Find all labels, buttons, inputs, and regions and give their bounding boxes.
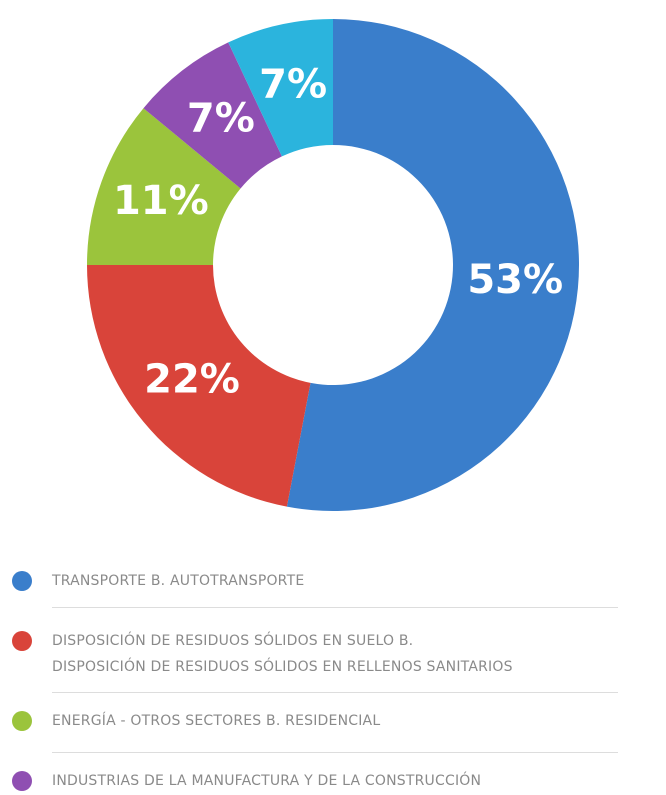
legend-label: TRANSPORTE B. AUTOTRANSPORTE xyxy=(52,573,305,589)
separator xyxy=(52,752,618,753)
legend-label: INDUSTRIAS DE LA MANUFACTURA Y DE LA CON… xyxy=(52,773,482,789)
legend-label: DISPOSICIÓN DE RESIDUOS SÓLIDOS EN SUELO… xyxy=(52,633,513,675)
legend-marker xyxy=(12,631,32,651)
donut-slice xyxy=(286,19,580,512)
separator xyxy=(52,692,618,693)
legend-marker xyxy=(12,771,32,791)
slice-label: 7% xyxy=(187,95,255,141)
legend-label: ENERGÍA - OTROS SECTORES B. RESIDENCIAL xyxy=(52,713,381,729)
donut-slice xyxy=(87,265,311,507)
donut-slice xyxy=(228,19,333,157)
donut-slice xyxy=(87,108,241,265)
legend-marker xyxy=(12,571,32,591)
chart: 53% 22% 11% 7%7% xyxy=(87,19,580,512)
slice-label: 11% xyxy=(113,178,209,224)
slice-label: 22% xyxy=(144,357,240,403)
legend-marker xyxy=(12,711,32,731)
donut-slice xyxy=(143,42,282,189)
slice-label: 7% xyxy=(259,61,327,107)
slice-label: 53% xyxy=(467,257,563,303)
separator xyxy=(52,607,618,608)
